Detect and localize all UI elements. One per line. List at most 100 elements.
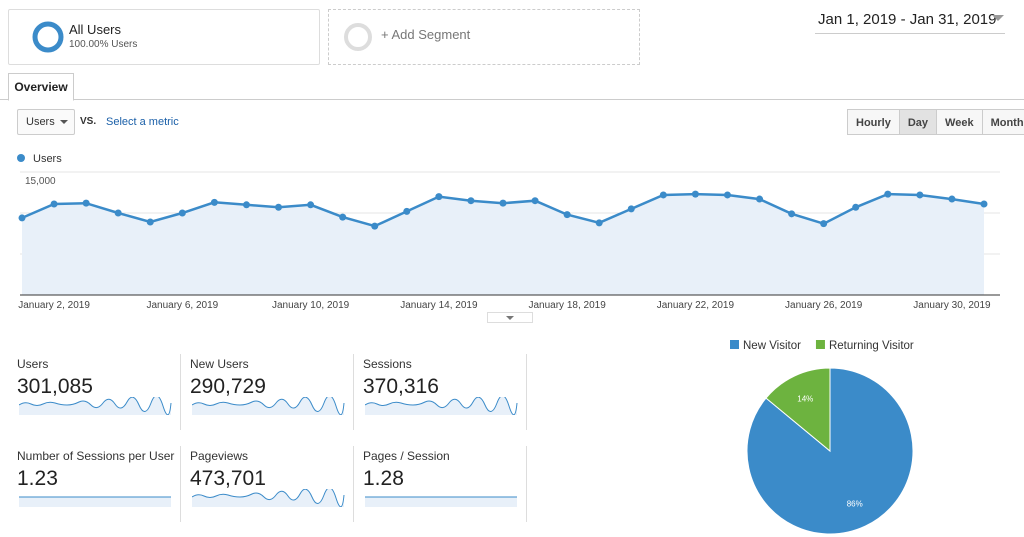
point — [659, 191, 667, 199]
sparkline — [19, 496, 171, 507]
point — [788, 210, 796, 218]
granularity-button[interactable]: Day — [899, 109, 938, 135]
sparkline — [365, 397, 518, 415]
point — [467, 197, 475, 205]
point — [50, 200, 58, 208]
metric-value: 301,085 — [17, 375, 93, 398]
point — [82, 199, 90, 207]
tab-line — [0, 99, 1024, 100]
add-icon — [344, 23, 372, 51]
metric-value: 290,729 — [190, 375, 266, 398]
point — [595, 219, 603, 227]
x-tick-label: January 6, 2019 — [146, 300, 218, 311]
metric-divider — [526, 354, 527, 430]
point — [820, 220, 828, 228]
granularity-button[interactable]: Week — [937, 109, 983, 135]
point — [339, 213, 347, 221]
metric-dropdown-label: Users — [26, 116, 55, 128]
date-range[interactable]: Jan 1, 2019 - Jan 31, 2019 — [818, 11, 997, 28]
metric-value: 370,316 — [363, 375, 439, 398]
metric-card: Users 301,085 — [17, 357, 177, 427]
legend-marker — [17, 154, 25, 162]
pie-chart: New Visitor Returning Visitor 86% 14% — [730, 340, 914, 535]
tab-overview[interactable]: Overview — [8, 73, 74, 101]
metric-value: 1.23 — [17, 467, 58, 490]
point — [275, 203, 283, 211]
metric-label: Number of Sessions per User — [17, 449, 175, 463]
x-tick-label: January 14, 2019 — [400, 300, 478, 311]
point — [531, 197, 539, 205]
sparkline — [19, 397, 172, 415]
dropdown-caret — [60, 120, 68, 124]
point — [852, 203, 860, 211]
metric-label: Pageviews — [190, 449, 249, 463]
point — [114, 209, 122, 217]
point — [980, 200, 988, 208]
metric-card: Sessions 370,316 — [363, 357, 523, 427]
metric-label: Users — [17, 357, 49, 371]
metric-divider — [180, 446, 181, 522]
sparkline — [192, 489, 345, 507]
legend-label: Users — [33, 153, 62, 165]
granularity-group: Hourly Day Week Month — [847, 109, 1024, 135]
select-metric[interactable]: Select a metric — [106, 116, 179, 128]
point — [691, 190, 699, 198]
point — [723, 191, 731, 199]
sparkline-area — [192, 397, 344, 415]
metric-value: 473,701 — [190, 467, 266, 490]
sparkline — [192, 397, 345, 415]
metric-label: New Users — [190, 357, 249, 371]
point — [307, 201, 315, 209]
area — [22, 194, 984, 295]
x-tick-label: January 30, 2019 — [913, 300, 991, 311]
sparkline-line — [19, 397, 172, 415]
slice-label: 14% — [797, 394, 813, 403]
point — [210, 198, 218, 206]
point — [627, 205, 635, 213]
segment-title: All Users — [69, 22, 122, 37]
metric-card: Number of Sessions per User 1.23 — [17, 449, 177, 519]
point — [435, 193, 443, 201]
sparkline-area — [365, 497, 517, 507]
sparkline-line — [365, 397, 518, 415]
point — [499, 199, 507, 207]
x-tick-label: January 26, 2019 — [785, 300, 863, 311]
metric-card: New Users 290,729 — [190, 357, 350, 427]
segment-icon — [32, 21, 64, 53]
granularity-button[interactable]: Month — [982, 109, 1024, 135]
point — [18, 214, 26, 222]
point — [242, 201, 250, 209]
metric-value: 1.28 — [363, 467, 404, 490]
sparkline-area — [365, 397, 517, 415]
segment-all-users[interactable]: All Users 100.00% Users — [8, 9, 320, 65]
x-tick-label: January 18, 2019 — [528, 300, 606, 311]
point — [146, 218, 154, 226]
segment-subtitle: 100.00% Users — [69, 39, 138, 50]
sparkline — [365, 496, 517, 507]
x-tick-label: January 2, 2019 — [18, 300, 90, 311]
date-underline — [815, 33, 1005, 34]
chart-collapse[interactable] — [487, 312, 533, 323]
date-caret — [992, 15, 1004, 21]
metric-label: Sessions — [363, 357, 412, 371]
vs-label: VS. — [80, 116, 97, 127]
metric-divider — [353, 446, 354, 522]
add-segment[interactable]: + Add Segment — [328, 9, 640, 65]
metric-label: Pages / Session — [363, 449, 450, 463]
y-tick-label: 15,000 — [25, 176, 56, 187]
point — [948, 195, 956, 203]
legend-swatch — [815, 340, 825, 349]
sparkline-line — [192, 489, 345, 507]
point — [916, 191, 924, 199]
point — [403, 207, 411, 215]
sparkline-area — [19, 497, 171, 507]
metric-card: Pageviews 473,701 — [190, 449, 350, 519]
metric-divider — [526, 446, 527, 522]
granularity-button[interactable]: Hourly — [847, 109, 900, 135]
legend-swatch — [730, 340, 739, 349]
metric-dropdown[interactable]: Users — [17, 109, 75, 135]
legend-label: Returning Visitor — [829, 340, 914, 352]
metric-divider — [353, 354, 354, 430]
